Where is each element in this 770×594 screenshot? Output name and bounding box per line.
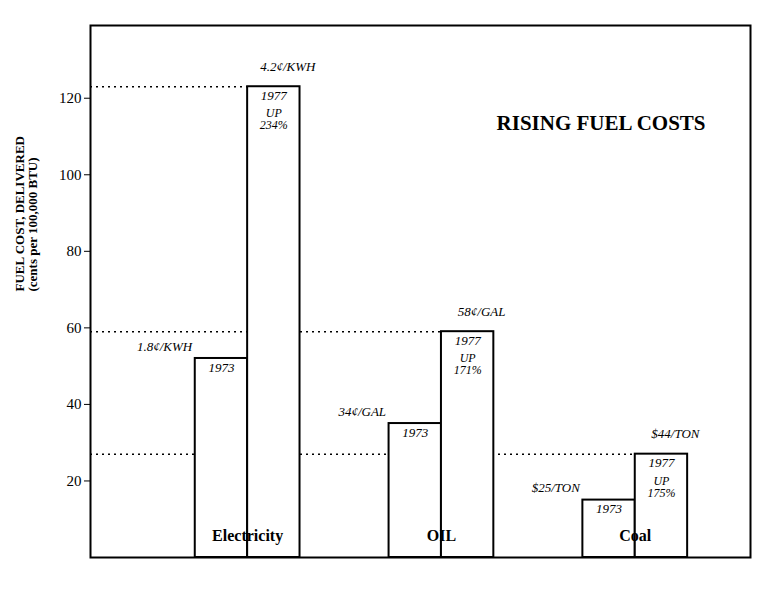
svg-text:1977: 1977: [455, 333, 482, 348]
svg-text:20: 20: [67, 473, 82, 489]
svg-text:1.8¢/KWH: 1.8¢/KWH: [137, 339, 193, 354]
svg-text:Coal: Coal: [619, 527, 652, 544]
svg-text:$44/TON: $44/TON: [651, 426, 700, 441]
svg-text:100: 100: [59, 167, 82, 183]
svg-text:$25/TON: $25/TON: [532, 480, 581, 495]
svg-text:OIL: OIL: [427, 527, 456, 544]
svg-text:UP234%: UP234%: [260, 106, 288, 132]
svg-text:4.2¢/KWH: 4.2¢/KWH: [260, 59, 316, 74]
svg-text:1973: 1973: [402, 425, 429, 440]
svg-text:120: 120: [59, 90, 82, 106]
svg-text:1973: 1973: [596, 501, 623, 516]
svg-text:UP175%: UP175%: [647, 474, 675, 500]
svg-text:34¢/GAL: 34¢/GAL: [337, 404, 386, 419]
svg-text:58¢/GAL: 58¢/GAL: [458, 304, 506, 319]
svg-text:Electricity: Electricity: [212, 527, 283, 545]
svg-text:1977: 1977: [261, 88, 288, 103]
svg-text:UP171%: UP171%: [454, 351, 482, 377]
svg-text:60: 60: [67, 320, 82, 336]
svg-text:RISING FUEL COSTS: RISING FUEL COSTS: [497, 111, 706, 135]
svg-text:1973: 1973: [208, 360, 235, 375]
svg-text:1977: 1977: [648, 455, 675, 470]
svg-text:FUEL COST, DELIVERED(cents per: FUEL COST, DELIVERED(cents per 100,000 B…: [12, 136, 40, 291]
svg-text:80: 80: [67, 243, 82, 259]
svg-text:40: 40: [67, 396, 82, 412]
